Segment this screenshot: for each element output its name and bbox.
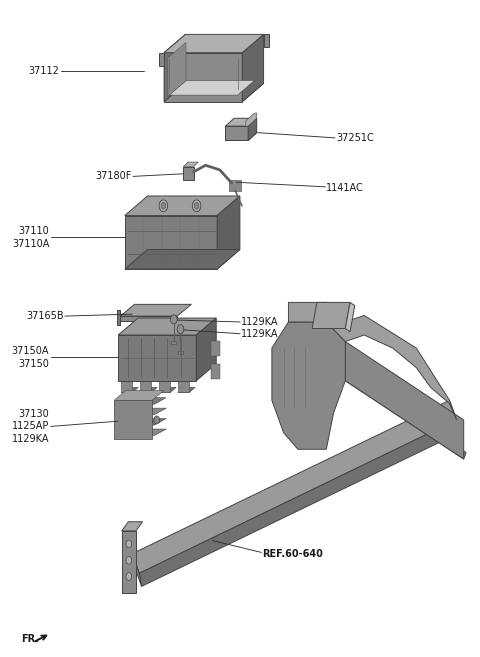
Polygon shape: [118, 335, 196, 380]
Text: 1141AC: 1141AC: [326, 183, 364, 193]
Polygon shape: [212, 341, 219, 356]
Polygon shape: [288, 302, 456, 420]
Polygon shape: [114, 397, 166, 404]
Text: 37110
37110A: 37110 37110A: [12, 226, 49, 248]
Circle shape: [126, 556, 132, 564]
Polygon shape: [183, 162, 198, 167]
Polygon shape: [272, 322, 345, 449]
Text: 37150A
37150: 37150A 37150: [12, 346, 49, 369]
Polygon shape: [164, 34, 185, 102]
Polygon shape: [212, 364, 219, 379]
Polygon shape: [248, 118, 257, 141]
Polygon shape: [122, 531, 136, 593]
Polygon shape: [168, 42, 186, 97]
Polygon shape: [242, 34, 264, 102]
Polygon shape: [178, 388, 195, 392]
Polygon shape: [312, 302, 350, 328]
Polygon shape: [132, 400, 456, 574]
Polygon shape: [345, 374, 466, 459]
Polygon shape: [121, 380, 132, 392]
Polygon shape: [178, 351, 183, 354]
Polygon shape: [125, 215, 217, 269]
Text: 37165B: 37165B: [26, 311, 63, 321]
Polygon shape: [121, 388, 138, 392]
Text: 1129KA: 1129KA: [241, 328, 278, 339]
Text: 37112: 37112: [28, 66, 59, 76]
Polygon shape: [114, 429, 166, 436]
Polygon shape: [178, 380, 189, 392]
Text: REF.60-640: REF.60-640: [263, 549, 323, 558]
Polygon shape: [120, 316, 177, 321]
Circle shape: [159, 200, 168, 212]
Polygon shape: [159, 380, 170, 392]
Circle shape: [161, 202, 166, 209]
Polygon shape: [140, 388, 157, 392]
Polygon shape: [132, 554, 142, 586]
Circle shape: [170, 315, 177, 324]
Polygon shape: [164, 34, 264, 53]
Polygon shape: [140, 380, 151, 392]
Circle shape: [177, 325, 184, 334]
Text: FR.: FR.: [21, 633, 39, 644]
Text: 37180F: 37180F: [96, 171, 132, 181]
Polygon shape: [164, 53, 242, 102]
Circle shape: [126, 573, 132, 581]
Polygon shape: [125, 250, 240, 269]
Polygon shape: [120, 304, 192, 316]
Text: 37251C: 37251C: [336, 133, 373, 143]
Polygon shape: [226, 126, 248, 141]
Polygon shape: [229, 179, 241, 191]
Polygon shape: [226, 118, 257, 126]
Polygon shape: [114, 400, 152, 440]
Polygon shape: [345, 342, 464, 459]
Polygon shape: [226, 133, 257, 141]
Circle shape: [192, 200, 201, 212]
Polygon shape: [114, 419, 166, 425]
Circle shape: [126, 540, 132, 548]
Circle shape: [154, 416, 160, 424]
Polygon shape: [117, 309, 120, 325]
Polygon shape: [169, 81, 254, 95]
Polygon shape: [196, 318, 216, 380]
Polygon shape: [118, 318, 216, 335]
Polygon shape: [114, 408, 166, 415]
Polygon shape: [159, 388, 176, 392]
Polygon shape: [217, 196, 240, 269]
Polygon shape: [183, 167, 194, 179]
Polygon shape: [164, 83, 264, 102]
Polygon shape: [264, 34, 269, 47]
Text: 37130
1125AP
1129KA: 37130 1125AP 1129KA: [12, 409, 49, 444]
Polygon shape: [139, 420, 459, 586]
Polygon shape: [246, 113, 257, 126]
Circle shape: [194, 202, 199, 209]
Polygon shape: [159, 53, 164, 66]
Polygon shape: [345, 302, 355, 332]
Polygon shape: [171, 341, 176, 344]
Text: 1129KA: 1129KA: [241, 317, 278, 327]
Polygon shape: [114, 390, 164, 400]
Polygon shape: [125, 196, 240, 215]
Polygon shape: [122, 522, 143, 531]
